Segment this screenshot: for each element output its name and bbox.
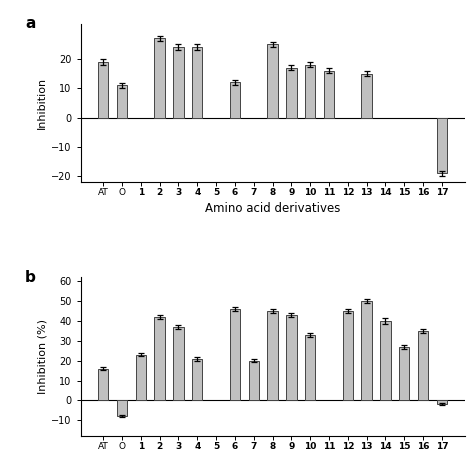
Bar <box>192 47 202 118</box>
Bar <box>362 73 372 118</box>
Bar <box>286 68 297 118</box>
Bar <box>324 71 334 118</box>
Bar <box>267 44 278 118</box>
Bar <box>362 301 372 401</box>
Bar <box>173 327 183 401</box>
Bar <box>117 85 127 118</box>
Bar <box>117 401 127 416</box>
Bar <box>98 62 109 118</box>
Bar <box>305 65 315 118</box>
Bar <box>155 317 165 401</box>
Bar <box>248 361 259 401</box>
Bar <box>418 331 428 401</box>
Bar <box>399 347 410 401</box>
Y-axis label: Inhibition: Inhibition <box>37 77 47 129</box>
Text: a: a <box>25 16 35 31</box>
Bar <box>173 47 183 118</box>
Bar <box>343 311 353 401</box>
Bar <box>437 401 447 404</box>
Text: b: b <box>25 270 36 284</box>
Bar <box>230 82 240 118</box>
Bar <box>267 311 278 401</box>
Bar <box>230 309 240 401</box>
Bar <box>286 315 297 401</box>
Bar <box>437 118 447 173</box>
Bar <box>380 321 391 401</box>
Bar <box>136 355 146 401</box>
Bar <box>98 369 109 401</box>
X-axis label: Amino acid derivatives: Amino acid derivatives <box>205 202 340 215</box>
Bar <box>192 359 202 401</box>
Y-axis label: Inhibition (%): Inhibition (%) <box>37 319 47 394</box>
Bar <box>155 38 165 118</box>
Bar <box>305 335 315 401</box>
